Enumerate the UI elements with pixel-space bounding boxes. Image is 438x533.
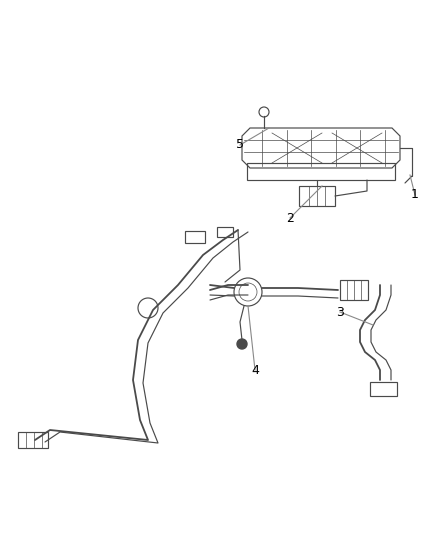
Text: 3: 3 [336, 305, 344, 319]
Text: 5: 5 [236, 139, 244, 151]
Circle shape [237, 339, 247, 349]
Text: 2: 2 [286, 212, 294, 224]
Text: 1: 1 [411, 189, 419, 201]
Text: 4: 4 [251, 364, 259, 376]
